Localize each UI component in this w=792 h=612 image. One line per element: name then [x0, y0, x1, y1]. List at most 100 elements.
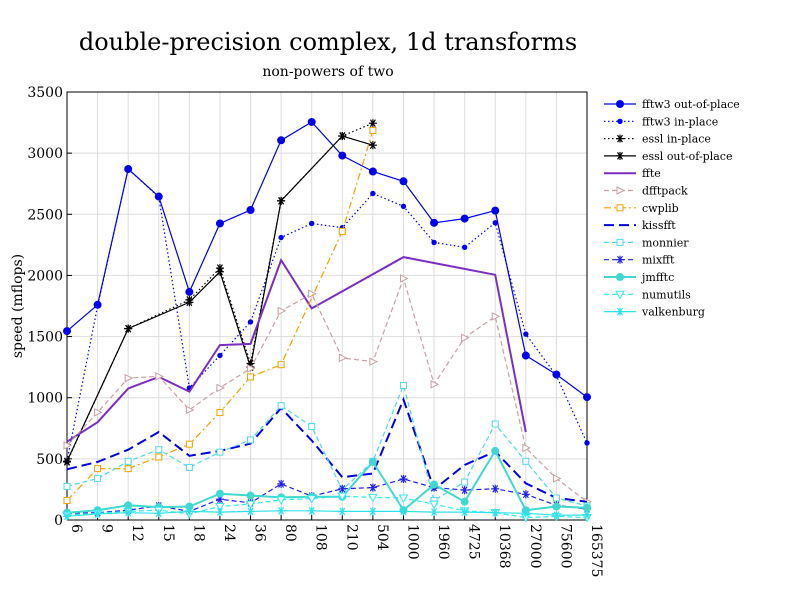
data-point: [583, 511, 591, 520]
x-tick-label: 12: [129, 524, 145, 542]
data-point: [125, 166, 131, 172]
data-point: [124, 465, 132, 473]
data-point: [94, 408, 103, 417]
legend-label: cwplib: [642, 202, 679, 215]
data-point: [399, 507, 408, 516]
data-point: [216, 448, 224, 456]
data-point: [338, 227, 346, 235]
x-tick-label: 9: [99, 524, 115, 533]
data-point: [399, 177, 408, 186]
legend-marker: [617, 118, 623, 125]
data-point: [521, 351, 530, 360]
legend-entry: essl out-of-place: [604, 150, 732, 163]
legend-marker: [616, 186, 626, 195]
data-point: [552, 494, 560, 502]
data-point: [492, 220, 498, 226]
legend-marker: [616, 100, 624, 108]
data-point: [368, 167, 377, 176]
series-line: [66, 135, 374, 462]
chart-subtitle: non-powers of two: [262, 64, 393, 80]
data-point: [338, 151, 347, 160]
data-point: [338, 353, 348, 363]
data-point: [94, 474, 102, 482]
data-point: [460, 497, 469, 506]
chart-title: double-precision complex, 1d transforms: [79, 28, 577, 56]
data-point: [460, 508, 469, 517]
data-point: [94, 465, 102, 473]
data-point: [93, 509, 102, 518]
x-tick-label: 27000: [527, 524, 543, 569]
data-point: [552, 502, 561, 511]
data-point: [491, 312, 501, 321]
data-point: [521, 509, 530, 518]
data-point: [276, 496, 286, 505]
y-axis-label: speed (mflops): [10, 254, 26, 358]
data-point: [156, 194, 162, 200]
data-point: [429, 500, 439, 510]
legend-entry: fftw3 in-place: [604, 115, 718, 128]
data-point: [491, 446, 500, 455]
data-point: [522, 457, 530, 465]
x-tick-label: 4725: [466, 524, 482, 560]
legend-entry: monnier: [604, 236, 689, 249]
legend-label: mixfft: [642, 254, 675, 267]
data-point: [552, 474, 562, 483]
data-point: [307, 117, 316, 126]
legend-label: ffte: [642, 167, 661, 180]
series-fftw3-in-place: [64, 166, 590, 465]
data-point: [461, 244, 468, 251]
x-tick-label: 210: [343, 524, 359, 551]
series-line: [66, 448, 588, 514]
data-point: [277, 506, 286, 515]
data-point: [185, 298, 194, 307]
plot-area: 0 500 1000 1500 2000 2500 3000 3500 6 9 12 15 18 24 36…: [27, 85, 604, 577]
data-point: [338, 507, 347, 516]
data-point: [460, 486, 469, 495]
data-point: [400, 203, 407, 210]
x-tick-label: 18: [190, 524, 206, 542]
data-point: [94, 303, 101, 309]
legend-entry: essl in-place: [604, 133, 711, 146]
data-point: [368, 457, 377, 466]
x-tick-label: 108: [313, 524, 329, 551]
series-valkenburg: [63, 506, 591, 521]
legend-label: valkenburg: [641, 306, 705, 319]
data-point: [491, 206, 500, 215]
data-point: [307, 506, 316, 515]
legend-entry: numutils: [604, 288, 691, 301]
legend-marker: [616, 238, 624, 246]
data-point: [215, 219, 224, 228]
legend-label: jmfftc: [640, 271, 674, 284]
data-point: [552, 511, 561, 520]
legend-label: numutils: [642, 288, 691, 301]
plot-frame: [66, 91, 588, 521]
data-point: [399, 274, 409, 283]
data-point: [215, 267, 224, 276]
data-point: [63, 327, 71, 336]
data-point: [461, 478, 469, 486]
data-point: [217, 352, 223, 359]
data-point: [430, 218, 439, 227]
data-point: [553, 373, 560, 379]
data-point: [185, 405, 195, 415]
data-point: [306, 495, 317, 504]
series-dfftpack: [63, 274, 593, 506]
data-point: [399, 381, 407, 389]
legend-marker: [616, 307, 624, 316]
data-point: [368, 493, 378, 503]
data-point: [277, 361, 285, 369]
data-point: [247, 373, 255, 381]
legend-marker: [616, 151, 624, 160]
legend-label: kissfft: [642, 219, 676, 232]
x-tick-label: 80: [282, 524, 298, 542]
x-tick-label: 15: [160, 524, 176, 542]
y-tick-label: 1500: [27, 330, 63, 346]
data-point: [431, 239, 437, 246]
x-tick-label: 6: [68, 524, 84, 533]
data-point: [245, 500, 256, 510]
y-tick-label: 2500: [27, 207, 63, 223]
legend-marker: [616, 204, 624, 212]
legend-marker: [616, 273, 624, 281]
data-point: [369, 127, 377, 135]
